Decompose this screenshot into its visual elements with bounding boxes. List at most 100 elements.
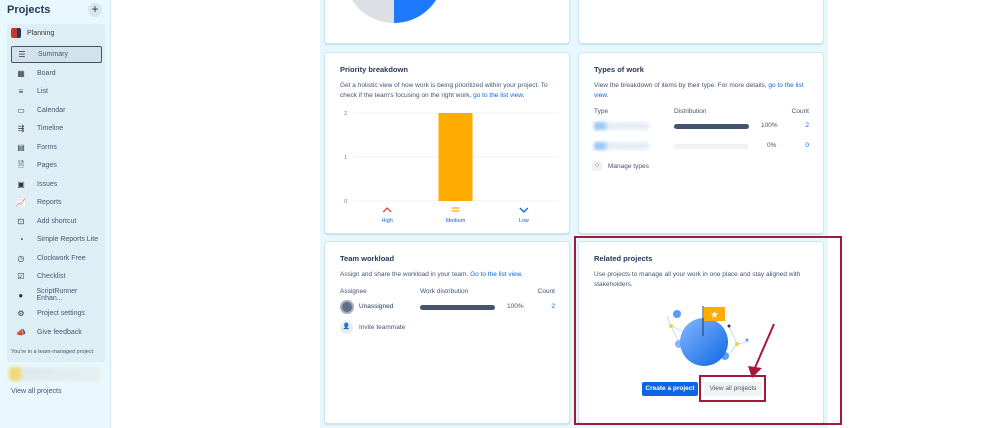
pie-slice-gray bbox=[351, 0, 394, 23]
col-distribution: Distribution bbox=[674, 108, 707, 115]
sidebar-item-summary[interactable]: ☰ Summary bbox=[11, 46, 102, 63]
count-link[interactable]: 0 bbox=[805, 142, 809, 149]
reports-icon: 📈 bbox=[16, 198, 26, 207]
sidebar-item-project-settings[interactable]: ⚙ Project settings bbox=[11, 305, 102, 322]
create-project-button[interactable]: Create a project bbox=[642, 382, 698, 396]
sidebar-item-label: Clockwork Free bbox=[37, 254, 86, 262]
sidebar-item-label: Issues bbox=[37, 180, 58, 188]
card-description: View the breakdown of items by their typ… bbox=[594, 82, 804, 99]
button-highlight-box: View all projects bbox=[699, 375, 766, 402]
add-shortcut-icon: ⊡ bbox=[17, 216, 25, 226]
sidebar-item-checklist[interactable]: ☑ Checklist bbox=[11, 268, 102, 285]
percentage: 100% bbox=[761, 122, 778, 129]
x-tick-label[interactable]: High bbox=[382, 218, 393, 224]
priority-medium-icon bbox=[451, 207, 460, 212]
sidebar-item-add-shortcut[interactable]: ⊡ Add shortcut bbox=[11, 213, 102, 230]
y-tick-label: 0 bbox=[344, 199, 347, 205]
sidebar-item-label: Checklist bbox=[37, 273, 66, 280]
calendar-icon: ▭ bbox=[17, 105, 25, 115]
blurred-type-name bbox=[594, 142, 649, 150]
timeline-icon: ⇶ bbox=[17, 124, 25, 133]
summary-canvas: Priority breakdown Get a holistic view o… bbox=[320, 0, 828, 428]
pie-slice-blue bbox=[394, 0, 437, 23]
sidebar-item-calendar[interactable]: ▭ Calendar bbox=[11, 102, 102, 119]
sidebar-item-timeline[interactable]: ⇶ Timeline bbox=[11, 120, 102, 137]
project-avatar bbox=[11, 28, 21, 38]
col-assignee: Assignee bbox=[340, 288, 367, 295]
sidebar-item-give-feedback[interactable]: 📣 Give feedback bbox=[11, 324, 102, 341]
card-description: Assign and share the workload in your te… bbox=[340, 271, 523, 278]
col-type: Type bbox=[594, 108, 609, 115]
list-view-link[interactable]: Go to the list view. bbox=[470, 271, 523, 278]
sidebar-item-label: Reports bbox=[37, 199, 62, 206]
user-avatar-icon bbox=[340, 300, 354, 314]
sidebar-item-issues[interactable]: ▣ Issues bbox=[11, 176, 102, 193]
pages-icon: 🗎 bbox=[17, 159, 25, 169]
project-name: Planning bbox=[27, 29, 55, 37]
list-icon: ≡ bbox=[18, 87, 24, 96]
y-tick-label: 2 bbox=[344, 111, 347, 117]
status-pie-chart bbox=[351, 0, 437, 23]
types-of-work-card: Types of work View the breakdown of item… bbox=[578, 52, 824, 234]
view-all-projects-button[interactable]: View all projects bbox=[704, 382, 762, 396]
invite-teammate-button[interactable]: 👤 Invite teammate bbox=[340, 321, 405, 334]
sidebar-item-pages[interactable]: 🗎 Pages bbox=[11, 157, 102, 174]
count-link[interactable]: 2 bbox=[805, 122, 809, 129]
sidebar-title: Projects bbox=[7, 4, 51, 16]
blurred-type-name bbox=[594, 122, 649, 130]
sidebar-item-label: Add shortcut bbox=[37, 217, 77, 225]
priority-bar-chart: 0 1 2 High Medium Low bbox=[344, 111, 558, 224]
col-count: Count bbox=[537, 288, 555, 295]
forms-icon: ▤ bbox=[17, 142, 25, 152]
sidebar-item-board[interactable]: ▦ Board bbox=[11, 65, 102, 82]
add-person-icon: 👤 bbox=[340, 321, 353, 334]
sidebar-item-clockwork-free[interactable]: ◷ Clockwork Free bbox=[11, 250, 102, 267]
view-all-projects-link[interactable]: View all projects bbox=[11, 388, 62, 395]
checklist-icon: ☑ bbox=[17, 272, 25, 281]
card-title: Team workload bbox=[340, 254, 395, 263]
sidebar-item-label: Timeline bbox=[37, 125, 64, 132]
card-description: Get a holistic view of how work is being… bbox=[340, 82, 548, 99]
x-tick-label[interactable]: Low bbox=[519, 218, 529, 224]
col-count: Count bbox=[791, 108, 809, 115]
sidebar-item-simple-reports-lite[interactable]: ◔ Simple Reports Lite bbox=[11, 231, 102, 248]
sidebar-item-list[interactable]: ≡ List bbox=[11, 83, 102, 100]
board-icon: ▦ bbox=[17, 68, 25, 78]
sidebar-item-label: Calendar bbox=[37, 106, 66, 114]
x-tick-label[interactable]: Medium bbox=[446, 218, 466, 224]
related-projects-card: Related projects Use projects to manage … bbox=[578, 241, 824, 424]
other-project-item[interactable] bbox=[9, 367, 101, 381]
add-project-button[interactable]: + bbox=[88, 3, 102, 17]
sidebar-item-forms[interactable]: ▤ Forms bbox=[11, 139, 102, 156]
gear-icon: ○ bbox=[592, 161, 602, 171]
list-view-link[interactable]: go to the list view. bbox=[473, 92, 525, 99]
card-title: Related projects bbox=[594, 254, 653, 263]
priority-high-icon bbox=[382, 207, 392, 213]
percentage: 0% bbox=[767, 142, 777, 149]
manage-types-label: Manage types bbox=[608, 162, 649, 170]
sidebar-item-label: Pages bbox=[37, 162, 57, 169]
summary-icon: ☰ bbox=[18, 50, 26, 59]
card-title: Priority breakdown bbox=[340, 65, 408, 74]
manage-types-button[interactable]: ○ Manage types bbox=[592, 161, 649, 171]
count-link[interactable]: 2 bbox=[551, 303, 555, 310]
sidebar-item-label: List bbox=[37, 88, 48, 95]
sidebar-item-label: Summary bbox=[38, 51, 68, 58]
svg-text:★: ★ bbox=[710, 310, 719, 321]
distribution-bar bbox=[420, 305, 495, 310]
globe-illustration: ★ bbox=[666, 306, 749, 366]
sidebar-item-label: ScriptRunner Enhan... bbox=[36, 288, 78, 302]
sidebar-item-label: Simple Reports Lite bbox=[37, 236, 99, 243]
priority-low-icon bbox=[519, 207, 529, 213]
invite-label: Invite teammate bbox=[359, 324, 406, 331]
sidebar-item-reports[interactable]: 📈 Reports bbox=[11, 194, 102, 211]
sidebar-item-scriptrunner-enhan[interactable]: ● ScriptRunner Enhan... bbox=[11, 287, 102, 304]
list-view-link[interactable]: go to the list view. bbox=[594, 82, 804, 99]
sidebar-item-label: Give feedback bbox=[37, 328, 82, 336]
project-header[interactable]: Planning bbox=[11, 28, 54, 38]
issues-icon: ▣ bbox=[17, 179, 25, 189]
bar-medium[interactable] bbox=[438, 113, 473, 201]
y-tick-label: 1 bbox=[344, 155, 347, 161]
clock-icon: ◷ bbox=[17, 253, 25, 263]
card-description: Use projects to manage all your work in … bbox=[594, 271, 801, 288]
